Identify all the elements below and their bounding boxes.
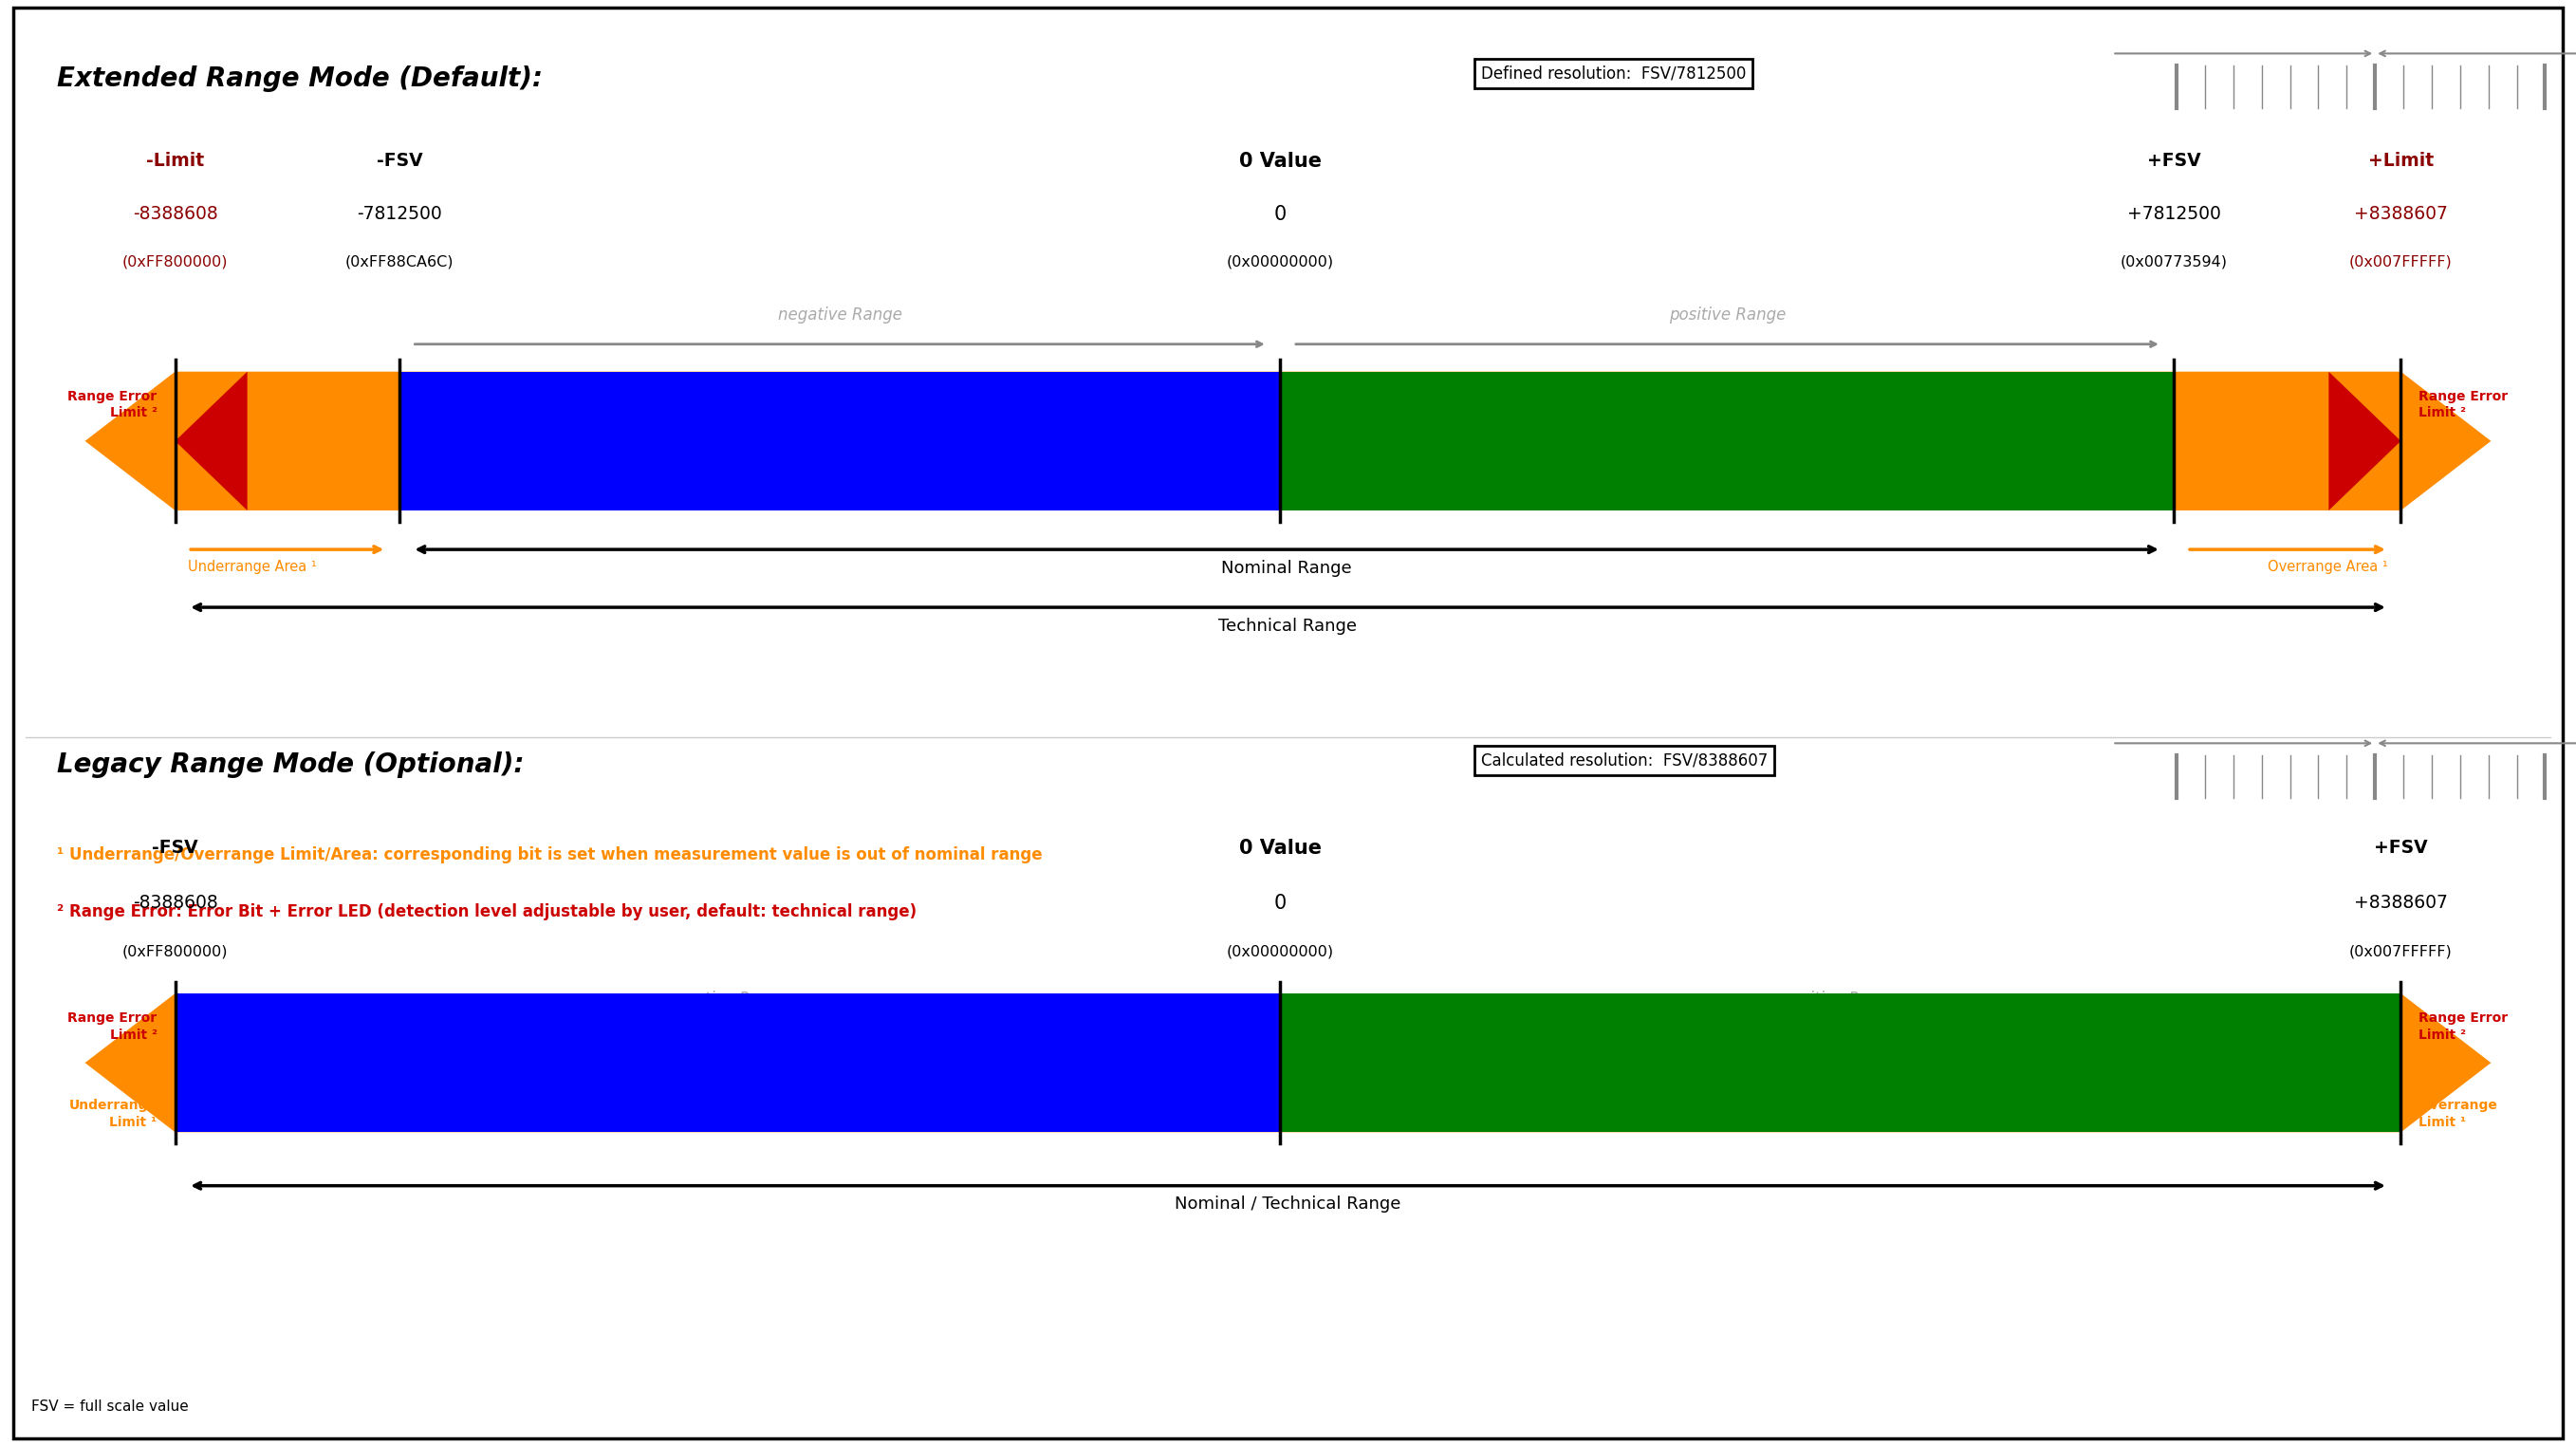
Text: -8388608: -8388608 <box>131 894 219 911</box>
Text: Nominal / Technical Range: Nominal / Technical Range <box>1175 1196 1401 1213</box>
Text: Overrange
Limit ¹: Overrange Limit ¹ <box>2419 1099 2499 1129</box>
Text: (0x00000000): (0x00000000) <box>1226 944 1334 959</box>
Text: +Limit: +Limit <box>2367 152 2434 169</box>
Bar <box>1280 372 2174 510</box>
Text: ¹ Underrange/Overrange Limit/Area: corresponding bit is set when measurement val: ¹ Underrange/Overrange Limit/Area: corre… <box>57 846 1043 863</box>
Text: Range Error
Limit ²: Range Error Limit ² <box>67 1012 157 1041</box>
Text: (0xFF800000): (0xFF800000) <box>121 254 229 269</box>
Text: Underrange
Limit ¹: Underrange Limit ¹ <box>70 1099 157 1129</box>
Text: +FSV: +FSV <box>2375 839 2427 856</box>
Text: (0xFF88CA6C): (0xFF88CA6C) <box>345 254 453 269</box>
Text: 0: 0 <box>1275 205 1285 224</box>
Text: +8388607: +8388607 <box>2354 205 2447 223</box>
Text: Technical Range: Technical Range <box>1218 617 1358 635</box>
Text: -FSV: -FSV <box>152 839 198 856</box>
Polygon shape <box>175 372 247 510</box>
Bar <box>175 993 1280 1132</box>
Text: ² Range Error: Error Bit + Error LED (detection level adjustable by user, defaul: ² Range Error: Error Bit + Error LED (de… <box>57 904 917 921</box>
Text: Overrange Area ¹: Overrange Area ¹ <box>2267 560 2388 574</box>
Text: +7812500: +7812500 <box>2128 205 2221 223</box>
Text: -FSV: -FSV <box>376 152 422 169</box>
Text: (0x007FFFFF): (0x007FFFFF) <box>2349 944 2452 959</box>
Text: Calculated resolution:  FSV/8388607: Calculated resolution: FSV/8388607 <box>1481 752 1767 769</box>
Text: positive Range: positive Range <box>1669 307 1785 324</box>
Text: 0 Value: 0 Value <box>1239 839 1321 857</box>
Text: +FSV: +FSV <box>2148 152 2200 169</box>
Text: negative Range: negative Range <box>778 307 902 324</box>
Polygon shape <box>85 372 2491 510</box>
Polygon shape <box>175 993 247 1132</box>
Text: Defined resolution:  FSV/7812500: Defined resolution: FSV/7812500 <box>1481 65 1747 82</box>
Text: -7812500: -7812500 <box>355 205 443 223</box>
Text: Legacy Range Mode (Optional):: Legacy Range Mode (Optional): <box>57 752 523 778</box>
Polygon shape <box>2329 993 2401 1132</box>
Text: -8388608: -8388608 <box>131 205 219 223</box>
Text: (0x007FFFFF): (0x007FFFFF) <box>2349 254 2452 269</box>
Text: 0 Value: 0 Value <box>1239 152 1321 171</box>
Text: (0xFF800000): (0xFF800000) <box>121 944 229 959</box>
Text: Range Error
Limit ²: Range Error Limit ² <box>2419 390 2509 419</box>
Bar <box>1280 993 2401 1132</box>
Text: Range Error
Limit ²: Range Error Limit ² <box>2419 1012 2509 1041</box>
Text: Nominal Range: Nominal Range <box>1221 560 1352 577</box>
Text: (0x00000000): (0x00000000) <box>1226 254 1334 269</box>
Polygon shape <box>2329 372 2401 510</box>
Bar <box>399 372 1280 510</box>
Text: 0: 0 <box>1275 894 1285 912</box>
Polygon shape <box>85 993 2491 1132</box>
Text: FSV = full scale value: FSV = full scale value <box>31 1400 188 1414</box>
Text: (0x00773594): (0x00773594) <box>2120 254 2228 269</box>
Text: Underrange Area ¹: Underrange Area ¹ <box>188 560 317 574</box>
Text: +8388607: +8388607 <box>2354 894 2447 911</box>
Text: Extended Range Mode (Default):: Extended Range Mode (Default): <box>57 65 544 91</box>
Text: Range Error
Limit ²: Range Error Limit ² <box>67 390 157 419</box>
Text: negative Range: negative Range <box>665 991 791 1008</box>
Text: positive Range: positive Range <box>1783 991 1899 1008</box>
Text: -Limit: -Limit <box>147 152 204 169</box>
